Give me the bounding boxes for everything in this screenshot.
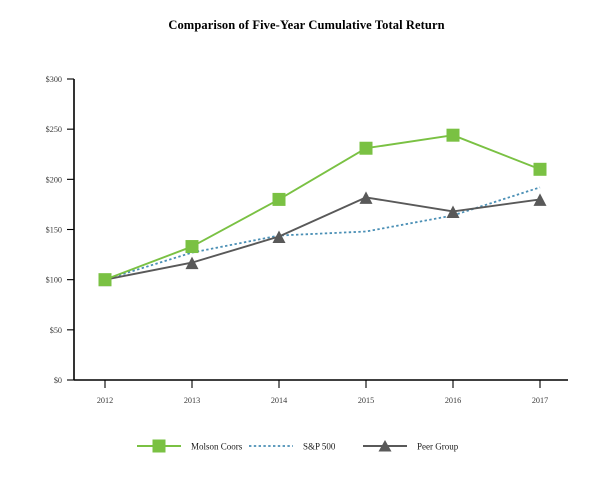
series-peer-group [98, 191, 547, 287]
series-sp-500 [104, 186, 541, 281]
x-tick-label: 2013 [184, 396, 200, 405]
series-molson-coors [98, 128, 547, 287]
data-point-marker [446, 128, 460, 142]
data-point-marker [533, 162, 547, 176]
y-tick-label: $300 [46, 75, 62, 84]
chart-title: Comparison of Five-Year Cumulative Total… [168, 18, 445, 32]
x-tick-label: 2016 [445, 396, 461, 405]
data-point-marker [185, 256, 199, 270]
series-line [104, 134, 541, 281]
x-tick-label: 2012 [97, 396, 113, 405]
data-point-marker [272, 230, 286, 244]
legend-item-label: S&P 500 [303, 442, 336, 452]
data-point-marker [533, 193, 547, 206]
series-line [104, 186, 541, 281]
x-tick-label: 2015 [358, 396, 374, 405]
y-tick-label: $200 [46, 175, 62, 184]
data-point-marker [446, 205, 460, 218]
x-tick-label: 2014 [271, 396, 287, 405]
y-tick-label: $100 [46, 276, 62, 285]
data-point-marker [359, 191, 373, 204]
y-axis-tick-labels: $0 $50 $100 $150 $200 $250 $300 [46, 75, 62, 385]
square-marker-icon [152, 439, 166, 453]
y-tick-label: $250 [46, 125, 62, 134]
y-tick-label: $150 [46, 226, 62, 235]
y-axis-ticks [67, 78, 74, 381]
y-tick-label: $0 [54, 376, 62, 385]
legend-item: S&P 500 [249, 442, 336, 452]
triangle-marker-icon [378, 440, 392, 452]
x-axis-ticks [104, 380, 541, 388]
y-tick-label: $50 [50, 326, 62, 335]
legend-item-label: Molson Coors [191, 442, 243, 452]
legend-item-label: Peer Group [417, 442, 459, 452]
x-tick-label: 2017 [532, 396, 548, 405]
data-point-marker [359, 141, 373, 155]
legend-item: Peer Group [363, 440, 459, 452]
legend-item: Molson Coors [137, 439, 243, 453]
data-point-marker [272, 192, 286, 206]
series-line [104, 196, 541, 281]
data-point-marker [98, 273, 112, 287]
x-axis-tick-labels: 2012 2013 2014 2015 2016 2017 [97, 396, 548, 405]
chart-legend: Molson Coors S&P 500 Peer Group [137, 439, 459, 453]
data-point-marker [185, 240, 199, 254]
